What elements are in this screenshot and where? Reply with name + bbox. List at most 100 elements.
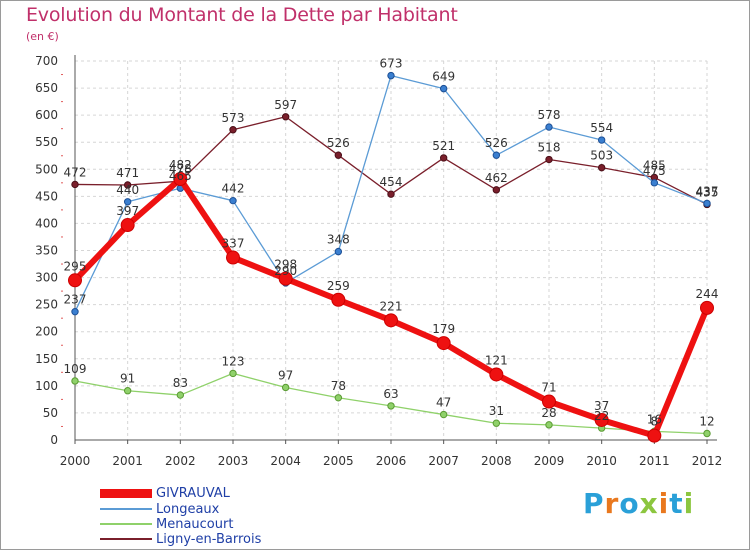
- y-tick-label: 350: [35, 244, 58, 258]
- data-point: [120, 218, 135, 233]
- chart-title: Evolution du Montant de la Dette par Hab…: [26, 4, 458, 26]
- data-label: 462: [485, 171, 508, 185]
- data-point: [334, 394, 343, 402]
- y-tick-label: 450: [35, 189, 58, 203]
- data-point: [229, 196, 237, 205]
- data-label: 91: [120, 372, 135, 386]
- data-label: 22: [594, 409, 609, 423]
- data-point: [71, 377, 79, 385]
- data-label: 472: [64, 165, 87, 179]
- data-label: 554: [590, 121, 613, 135]
- data-point: [123, 387, 132, 395]
- y-tick-label: 300: [35, 271, 58, 285]
- x-tick-label: 2005: [323, 454, 354, 468]
- logo-letter: r: [604, 487, 620, 520]
- data-point: [123, 198, 132, 206]
- data-point: [703, 429, 711, 438]
- x-tick-label: 2003: [218, 454, 249, 468]
- data-point: [650, 179, 659, 187]
- data-point: [545, 421, 553, 429]
- x-tick-label: 2004: [270, 454, 301, 468]
- data-label: 47: [436, 396, 451, 410]
- data-label: 337: [222, 237, 245, 251]
- data-point: [334, 151, 343, 159]
- legend-swatch: [100, 508, 152, 510]
- data-label: 442: [222, 182, 245, 196]
- data-label: 503: [590, 149, 613, 163]
- data-label: 78: [331, 379, 346, 393]
- data-point: [71, 307, 79, 316]
- data-point: [594, 412, 609, 427]
- y-tick-label: 400: [35, 216, 58, 230]
- x-tick-label: 2010: [586, 454, 617, 468]
- data-point: [229, 369, 237, 378]
- data-point: [281, 113, 290, 121]
- data-point: [492, 186, 501, 194]
- data-label: 521: [432, 139, 455, 153]
- y-tick-label: 250: [35, 298, 58, 312]
- legend-swatch: [100, 489, 152, 498]
- data-label: 37: [594, 399, 609, 413]
- data-label: 673: [380, 57, 403, 71]
- legend-label: GIVRAUVAL: [156, 486, 230, 501]
- data-label: 244: [696, 287, 719, 301]
- data-point: [489, 367, 504, 382]
- data-label: 482: [169, 158, 192, 172]
- data-label: 179: [432, 322, 455, 336]
- data-point: [387, 402, 395, 410]
- legend-label: Ligny-en-Barrois: [156, 532, 262, 547]
- data-label: 259: [327, 279, 350, 293]
- data-label: 298: [274, 258, 297, 272]
- data-point: [545, 123, 553, 131]
- data-point: [545, 155, 553, 164]
- data-label: 437: [696, 184, 719, 198]
- data-point: [439, 154, 448, 162]
- legend-label: Menaucourt: [156, 517, 234, 532]
- data-label: 8: [651, 415, 659, 429]
- data-label: 526: [327, 136, 350, 150]
- data-point: [71, 180, 79, 189]
- x-tick-label: 2009: [534, 454, 565, 468]
- data-label: 454: [380, 175, 403, 189]
- data-point: [334, 247, 343, 256]
- data-label: 478: [169, 162, 192, 176]
- y-tick-label: 650: [35, 81, 58, 95]
- data-label: 12: [699, 415, 714, 429]
- data-label: 526: [485, 136, 508, 150]
- data-label: 518: [538, 141, 561, 155]
- data-point: [597, 163, 606, 172]
- data-label: 440: [116, 183, 139, 197]
- x-tick-label: 2002: [165, 454, 196, 468]
- data-point: [492, 419, 501, 427]
- data-point: [542, 394, 556, 409]
- data-label: 649: [432, 70, 455, 84]
- y-tick-label: 150: [35, 352, 58, 366]
- y-tick-label: 700: [35, 54, 58, 68]
- data-point: [439, 84, 448, 93]
- x-tick-label: 2011: [639, 454, 670, 468]
- data-label: 290: [274, 264, 297, 278]
- data-label: 348: [327, 233, 350, 247]
- data-point: [700, 300, 714, 315]
- legend-swatch: [100, 523, 152, 525]
- data-label: 435: [696, 185, 719, 199]
- data-label: 121: [485, 353, 508, 367]
- x-tick-label: 2008: [481, 454, 512, 468]
- logo-letter: t: [669, 487, 684, 520]
- y-tick-label: 600: [35, 108, 58, 122]
- data-label: 578: [538, 108, 561, 122]
- legend-label: Longeaux: [156, 502, 220, 517]
- data-point: [331, 292, 346, 307]
- data-point: [703, 199, 711, 208]
- logo-letter: o: [619, 487, 640, 520]
- data-label: 109: [64, 362, 87, 376]
- data-point: [492, 151, 501, 159]
- y-tick-label: 0: [50, 433, 58, 447]
- y-tick-label: 50: [43, 406, 58, 420]
- data-point: [597, 136, 606, 144]
- data-label: 295: [64, 259, 87, 273]
- data-label: 397: [116, 204, 139, 218]
- data-point: [281, 383, 290, 392]
- data-label: 597: [274, 98, 297, 112]
- x-tick-label: 2007: [428, 454, 459, 468]
